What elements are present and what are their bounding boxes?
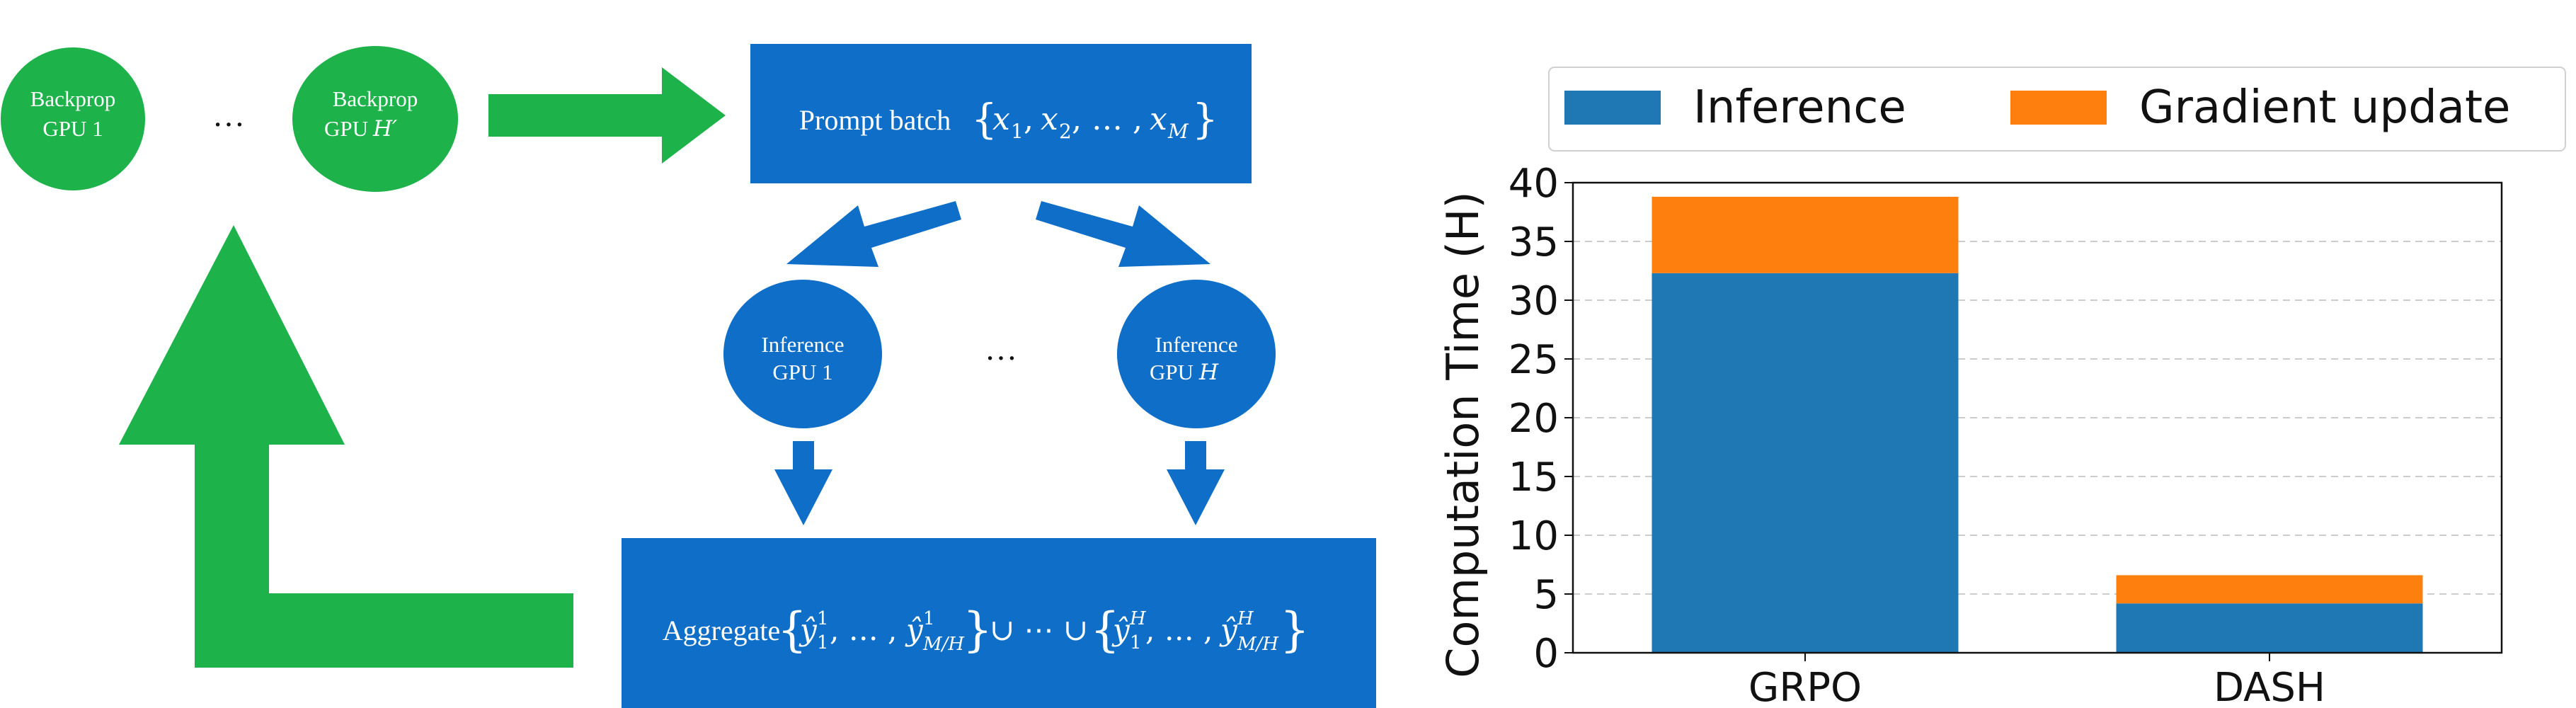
svg-text:}: } — [963, 603, 992, 657]
svg-text:H: H — [1129, 608, 1147, 629]
svg-text:, … ,: , … , — [1145, 612, 1213, 647]
backprop-gpu-h-label-line1: Backprop — [333, 86, 418, 111]
inference-gpu-1-circle — [723, 280, 882, 428]
svg-text:1: 1 — [923, 608, 935, 629]
svg-text:M/H: M/H — [922, 634, 965, 655]
inference-gpu-1-label-line2: GPU 1 — [772, 360, 832, 384]
green-return-arrow — [119, 225, 573, 668]
inference-gpu-h-node: Inference GPU H — [1117, 280, 1276, 428]
svg-text:1: 1 — [817, 608, 829, 629]
inference-ellipsis: … — [985, 331, 1017, 367]
backprop-gpu-h-node: Backprop GPU H′ — [292, 46, 458, 192]
inference-gpu-1-label-line1: Inference — [761, 332, 844, 357]
bar-dash-inference — [2116, 603, 2423, 653]
aggregate-rect — [622, 538, 1376, 708]
y-tick-label-40: 40 — [1509, 161, 1559, 207]
y-tick-label-5: 5 — [1533, 572, 1559, 618]
svg-text:{: { — [1090, 603, 1120, 657]
inference-gpu-h-circle — [1117, 280, 1276, 428]
legend-swatch-inference — [1564, 91, 1661, 125]
backprop-gpu-1-label-line2: GPU 1 — [42, 116, 103, 141]
blue-arrow-down-1 — [774, 441, 832, 525]
blue-arrow-down-left — [786, 201, 961, 267]
y-axis-label: Computation Time (H) — [1437, 191, 1489, 678]
green-arrow-right — [488, 67, 726, 164]
svg-text:1: 1 — [1011, 120, 1024, 143]
svg-text:2: 2 — [1059, 120, 1072, 143]
inference-gpu-h-variable: H — [1198, 360, 1219, 385]
svg-text:{: { — [971, 95, 997, 143]
y-tick-label-15: 15 — [1509, 455, 1559, 501]
svg-text:ŷ: ŷ — [1111, 612, 1130, 647]
aggregate-math: { ŷ 1 1 , … , ŷ 1 M/H } ∪ ⋯ ∪ { ŷ H 1 , … — [777, 603, 1310, 657]
chart-legend: Inference Gradient update — [1548, 67, 2566, 152]
bars — [1651, 196, 2423, 653]
svg-text:ŷ: ŷ — [905, 612, 924, 647]
x-tick-label-grpo: GRPO — [1748, 665, 1862, 708]
blue-arrow-down-h — [1167, 441, 1225, 525]
svg-text:{: { — [777, 603, 807, 657]
svg-text:,: , — [1024, 101, 1034, 137]
backprop-gpu-h-label-line2: GPU — [324, 116, 368, 141]
workflow-diagram: Backprop GPU 1 … Backprop GPU H′ Prompt … — [1, 44, 1376, 708]
svg-text:, … ,: , … , — [1072, 101, 1143, 137]
svg-text:ŷ: ŷ — [1219, 612, 1238, 647]
svg-text:1: 1 — [817, 632, 829, 653]
backprop-gpu-h-variable: H′ — [372, 116, 397, 142]
y-tick-label-0: 0 — [1533, 631, 1559, 677]
backprop-ellipsis: … — [212, 97, 245, 133]
prompt-batch-rect — [750, 44, 1252, 183]
legend-swatch-gradient-update — [2010, 91, 2107, 125]
aggregate-box: Aggregate { ŷ 1 1 , … , ŷ 1 M/H } ∪ ⋯ ∪ … — [622, 538, 1376, 708]
bar-grpo-gradient-update — [1651, 196, 1959, 273]
legend-label-gradient-update: Gradient update — [2139, 81, 2510, 134]
axes: GRPO DASH 0 5 10 15 20 25 30 35 40 — [1509, 161, 2503, 708]
svg-text:}: } — [1192, 95, 1218, 143]
svg-text:x: x — [1041, 101, 1058, 137]
svg-text:ŷ: ŷ — [798, 612, 818, 647]
svg-text:, … ,: , … , — [830, 612, 897, 647]
y-tick-label-10: 10 — [1509, 513, 1559, 559]
svg-text:∪ ⋯ ∪: ∪ ⋯ ∪ — [990, 612, 1088, 647]
prompt-batch-math: { x 1 , x 2 , … , x M } — [971, 95, 1218, 143]
computation-time-chart: Inference Gradient update Computation Ti… — [1437, 67, 2566, 708]
backprop-gpu-h-circle — [292, 46, 458, 192]
backprop-gpu-1-node: Backprop GPU 1 — [1, 47, 145, 190]
x-tick-label-dash: DASH — [2214, 665, 2325, 708]
svg-text:x: x — [1150, 101, 1167, 137]
y-tick-label-25: 25 — [1509, 337, 1559, 383]
inference-gpu-h-label-line1: Inference — [1155, 332, 1237, 357]
inference-gpu-1-node: Inference GPU 1 — [723, 280, 882, 428]
inference-gpu-h-label-line2: GPU — [1150, 360, 1193, 384]
svg-text:H: H — [1237, 608, 1254, 629]
y-tick-label-35: 35 — [1509, 219, 1559, 266]
aggregate-label: Aggregate — [663, 615, 781, 646]
bar-dash-gradient-update — [2116, 575, 2423, 604]
svg-text:1: 1 — [1130, 632, 1142, 653]
svg-text:}: } — [1280, 603, 1310, 657]
bar-grpo-inference — [1651, 273, 1959, 653]
y-tick-label-20: 20 — [1509, 396, 1559, 442]
y-tick-label-30: 30 — [1509, 278, 1559, 324]
blue-arrow-down-right — [1036, 201, 1210, 267]
svg-text:M: M — [1167, 120, 1189, 143]
backprop-gpu-1-circle — [1, 47, 145, 190]
prompt-batch-label: Prompt batch — [799, 104, 951, 136]
svg-text:M/H: M/H — [1237, 634, 1279, 655]
legend-label-inference: Inference — [1693, 81, 1906, 134]
svg-text:x: x — [992, 101, 1010, 137]
prompt-batch-box: Prompt batch { x 1 , x 2 , … , x M } — [750, 44, 1252, 183]
backprop-gpu-1-label-line1: Backprop — [30, 86, 116, 111]
